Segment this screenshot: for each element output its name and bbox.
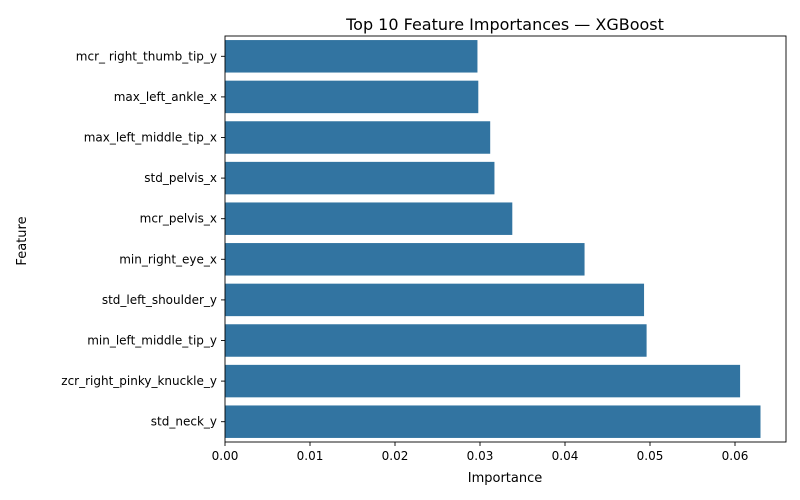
y-tick-label: std_pelvis_x (144, 171, 217, 185)
y-axis-ticks: mcr_ right_thumb_tip_y max_left_ankle_xma… (61, 49, 225, 429)
bar-3 (225, 121, 491, 154)
bar-7 (225, 283, 645, 317)
x-tick-label: 0.03 (467, 449, 494, 463)
x-tick-label: 0.01 (297, 449, 324, 463)
x-tick-label: 0.00 (212, 449, 239, 463)
y-tick-label: mcr_pelvis_x (140, 212, 217, 226)
x-tick-label: 0.02 (382, 449, 409, 463)
x-axis-label: Importance (468, 471, 543, 486)
bar-10 (225, 405, 761, 438)
bars-group (225, 40, 761, 438)
x-axis-ticks: 0.00 0.01 0.02 0.03 0.04 0.05 0.06 (212, 442, 749, 463)
y-axis-label: Feature (15, 216, 30, 265)
y-tick-label: min_right_eye_x (119, 252, 217, 266)
x-tick-label: 0.05 (637, 449, 664, 463)
y-tick-label: mcr_ right_thumb_tip_y (76, 49, 217, 63)
chart-title: Top 10 Feature Importances — XGBoost (345, 15, 664, 34)
plot-frame (224, 35, 787, 443)
y-tick-label: max_left_ankle_x (114, 90, 217, 104)
y-tick-label: std_neck_y (151, 415, 217, 429)
bar-8 (225, 324, 647, 357)
bar-4 (225, 161, 495, 195)
y-tick-label: min_left_middle_tip_y (87, 334, 217, 348)
bar-2 (225, 80, 479, 114)
y-tick-label: max_left_middle_tip_x (84, 131, 217, 145)
y-tick-label: zcr_right_pinky_knuckle_y (61, 374, 217, 388)
bar-1 (225, 40, 478, 73)
bar-9 (225, 364, 741, 398)
bar-5 (225, 202, 513, 235)
y-tick-label: std_left_shoulder_y (102, 293, 217, 307)
bar-6 (225, 243, 585, 276)
x-tick-label: 0.06 (722, 449, 749, 463)
x-tick-label: 0.04 (552, 449, 579, 463)
